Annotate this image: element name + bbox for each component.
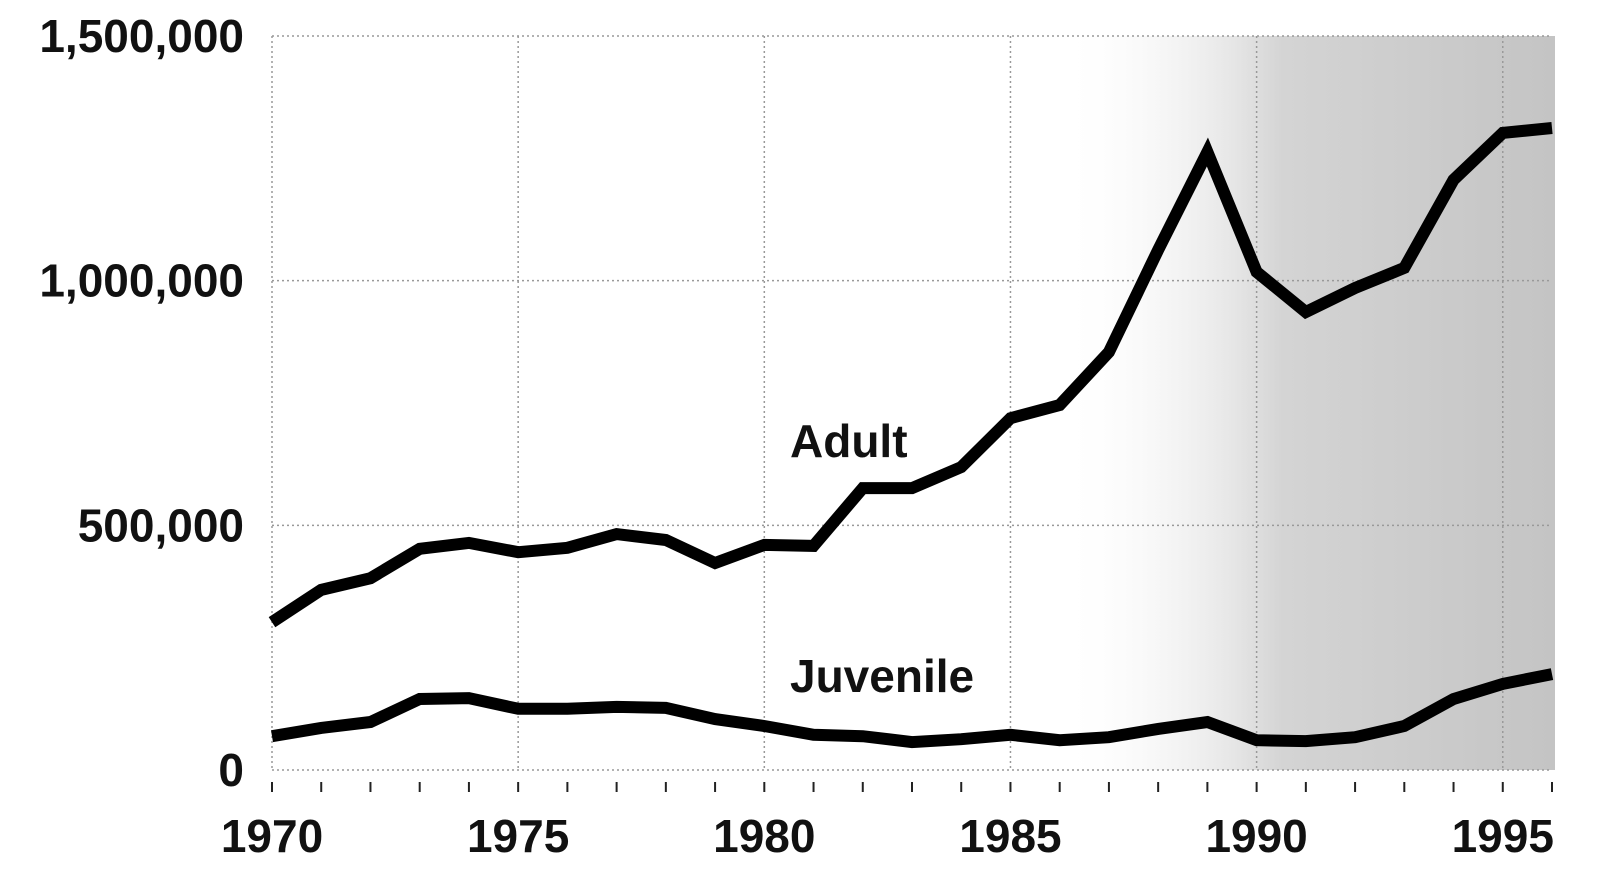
x-tick-label: 1995 <box>1452 810 1554 862</box>
x-tick-label: 1990 <box>1205 810 1307 862</box>
series-line <box>268 122 1553 628</box>
series-label: Juvenile <box>790 650 974 702</box>
series-label: Adult <box>790 415 908 467</box>
x-tick-label: 1980 <box>713 810 815 862</box>
x-tick-label: 1985 <box>959 810 1061 862</box>
x-tick-label: 1975 <box>467 810 569 862</box>
y-tick-label: 1,500,000 <box>39 10 244 62</box>
series-line <box>271 668 1554 749</box>
x-tick-label: 1970 <box>221 810 323 862</box>
y-tick-label: 1,000,000 <box>39 255 244 307</box>
y-tick-label: 500,000 <box>78 499 244 551</box>
y-tick-label: 0 <box>218 744 244 796</box>
